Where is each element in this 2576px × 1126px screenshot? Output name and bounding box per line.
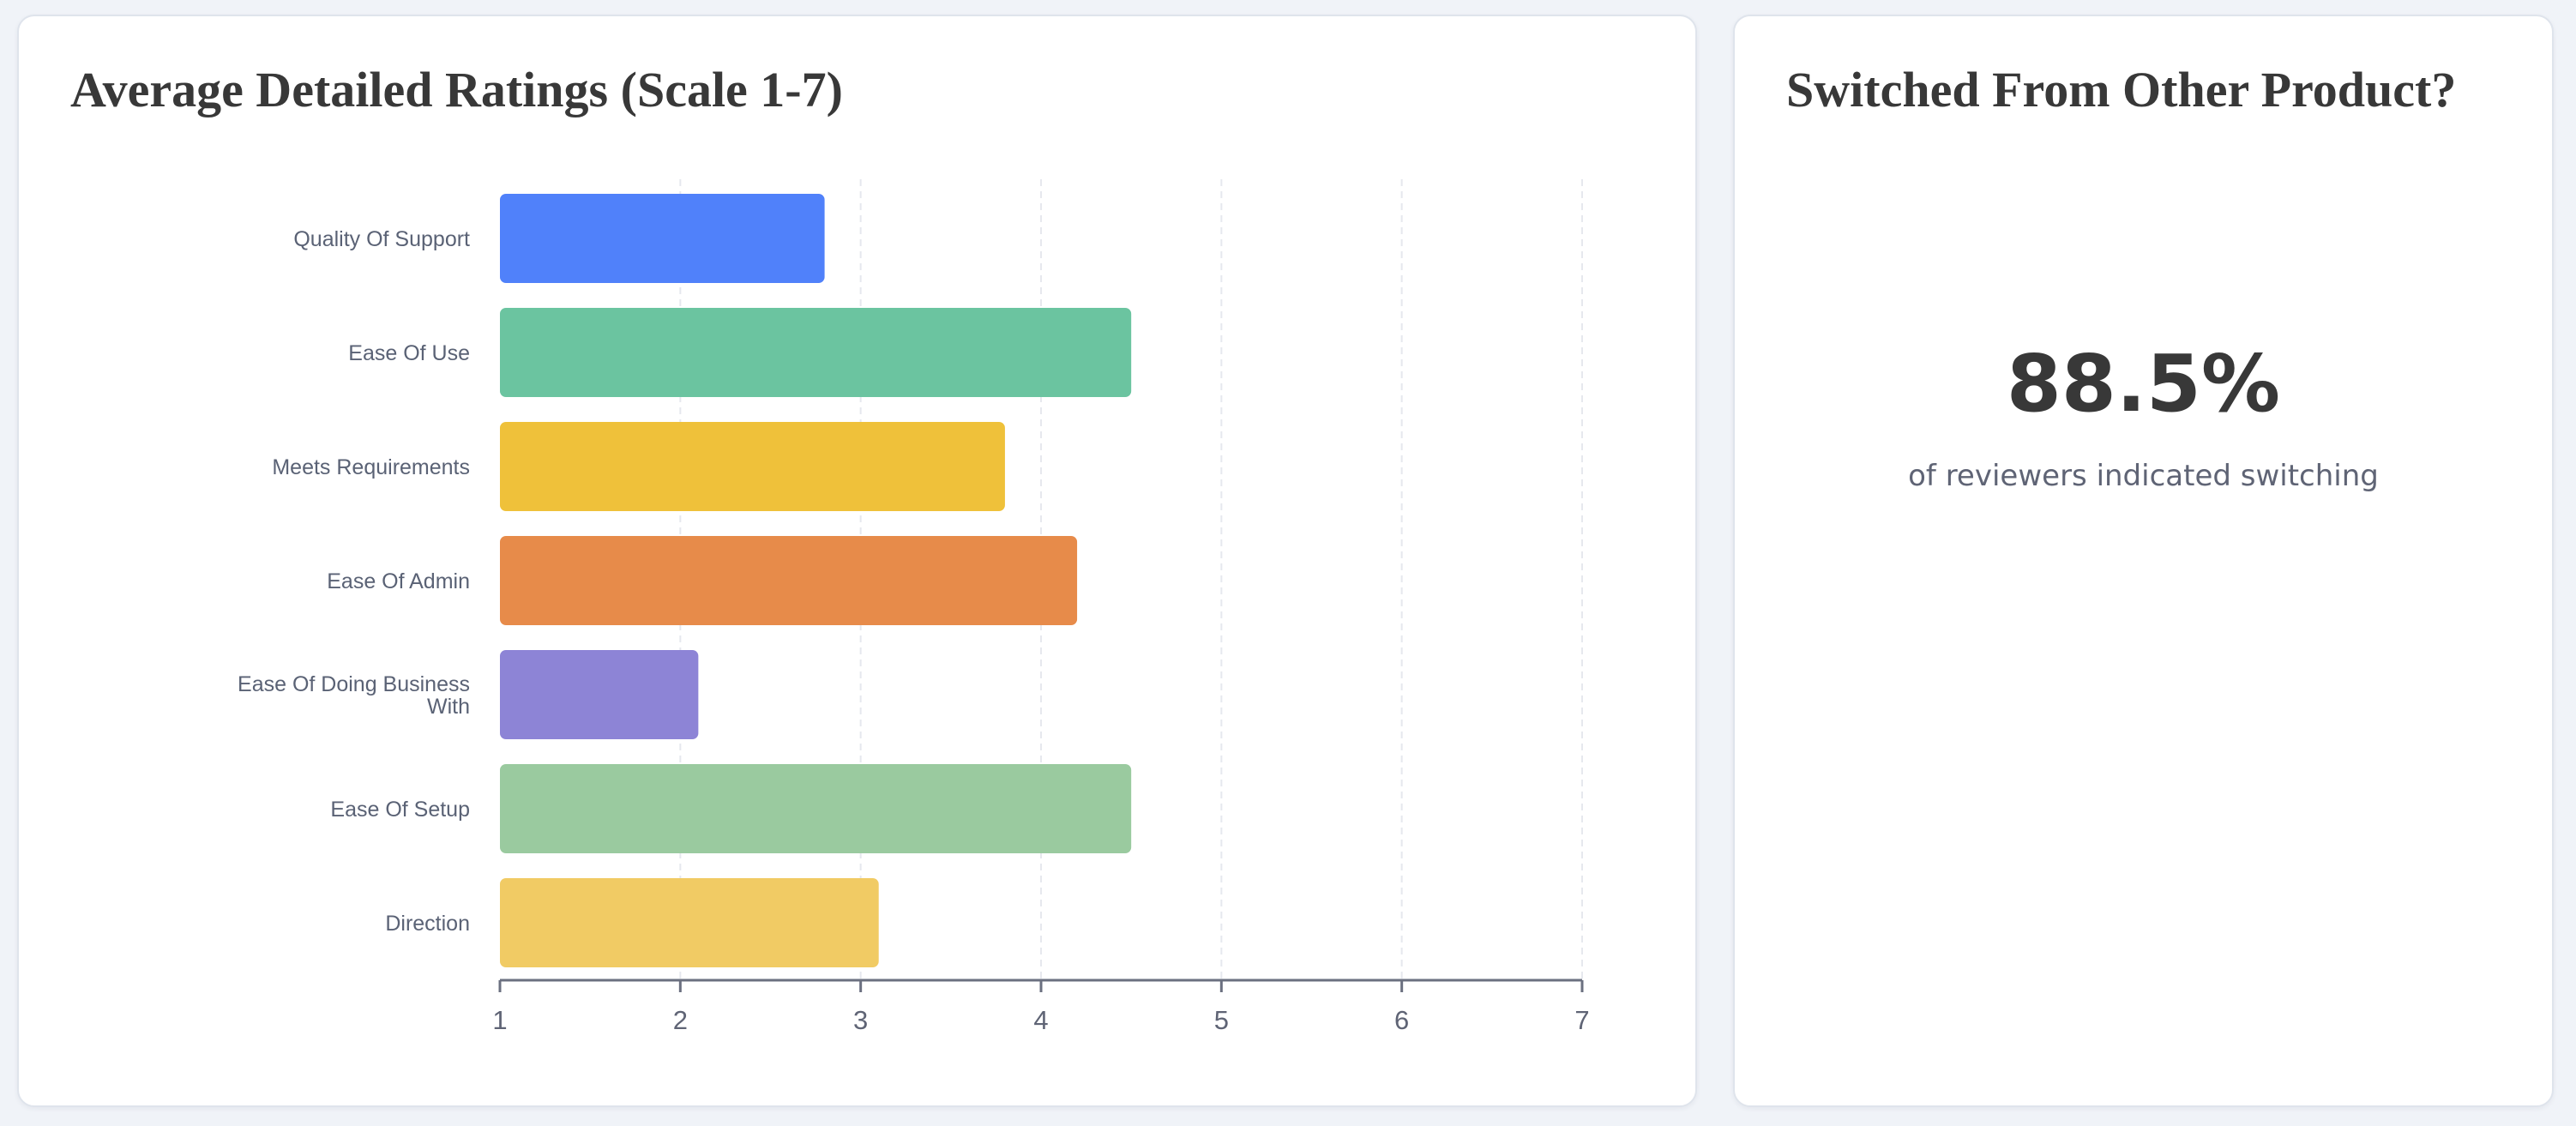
x-tick-label: 7 [1574, 1005, 1589, 1035]
x-tick-label: 3 [853, 1005, 868, 1035]
ratings-card: Average Detailed Ratings (Scale 1-7) 1 2 3… [17, 15, 1697, 1107]
category-label: Ease Of Doing Business With [238, 672, 470, 719]
switch-caption: of reviewers indicated switching [1908, 459, 2379, 493]
chart-title: Average Detailed Ratings (Scale 1-7) [70, 62, 843, 117]
category-label: Ease Of Admin [327, 569, 470, 593]
category-label: Meets Requirements [272, 455, 470, 479]
category-label: Quality Of Support [293, 227, 470, 251]
category-label: Ease Of Use [348, 341, 470, 365]
x-tick-label: 4 [1033, 1005, 1048, 1035]
ratings-bar-chart: 1 2 3 4 5 6 7 Quality Of Support Ease Of Use Mee… [238, 179, 1590, 1035]
bar [500, 194, 825, 283]
bar [500, 764, 1132, 853]
x-tick-label: 1 [492, 1005, 507, 1035]
category-labels: Quality Of Support Ease Of Use Meets Requi… [238, 227, 470, 936]
switch-card: Switched From Other Product? 88.5% of re… [1733, 15, 2554, 1107]
bar [500, 308, 1132, 397]
switch-percentage: 88.5% [2006, 338, 2281, 430]
bar [500, 422, 1005, 511]
x-tick-label: 6 [1394, 1005, 1409, 1035]
bar [500, 536, 1078, 625]
switch-card-title: Switched From Other Product? [1786, 62, 2457, 117]
category-label: Direction [385, 912, 470, 936]
x-axis: 1 2 3 4 5 6 7 [492, 978, 1590, 1035]
bar [500, 878, 879, 967]
x-tick-label: 5 [1214, 1005, 1229, 1035]
bars [500, 194, 1132, 967]
bar [500, 650, 699, 739]
x-tick-label: 2 [673, 1005, 688, 1035]
category-label: Ease Of Setup [330, 798, 470, 822]
